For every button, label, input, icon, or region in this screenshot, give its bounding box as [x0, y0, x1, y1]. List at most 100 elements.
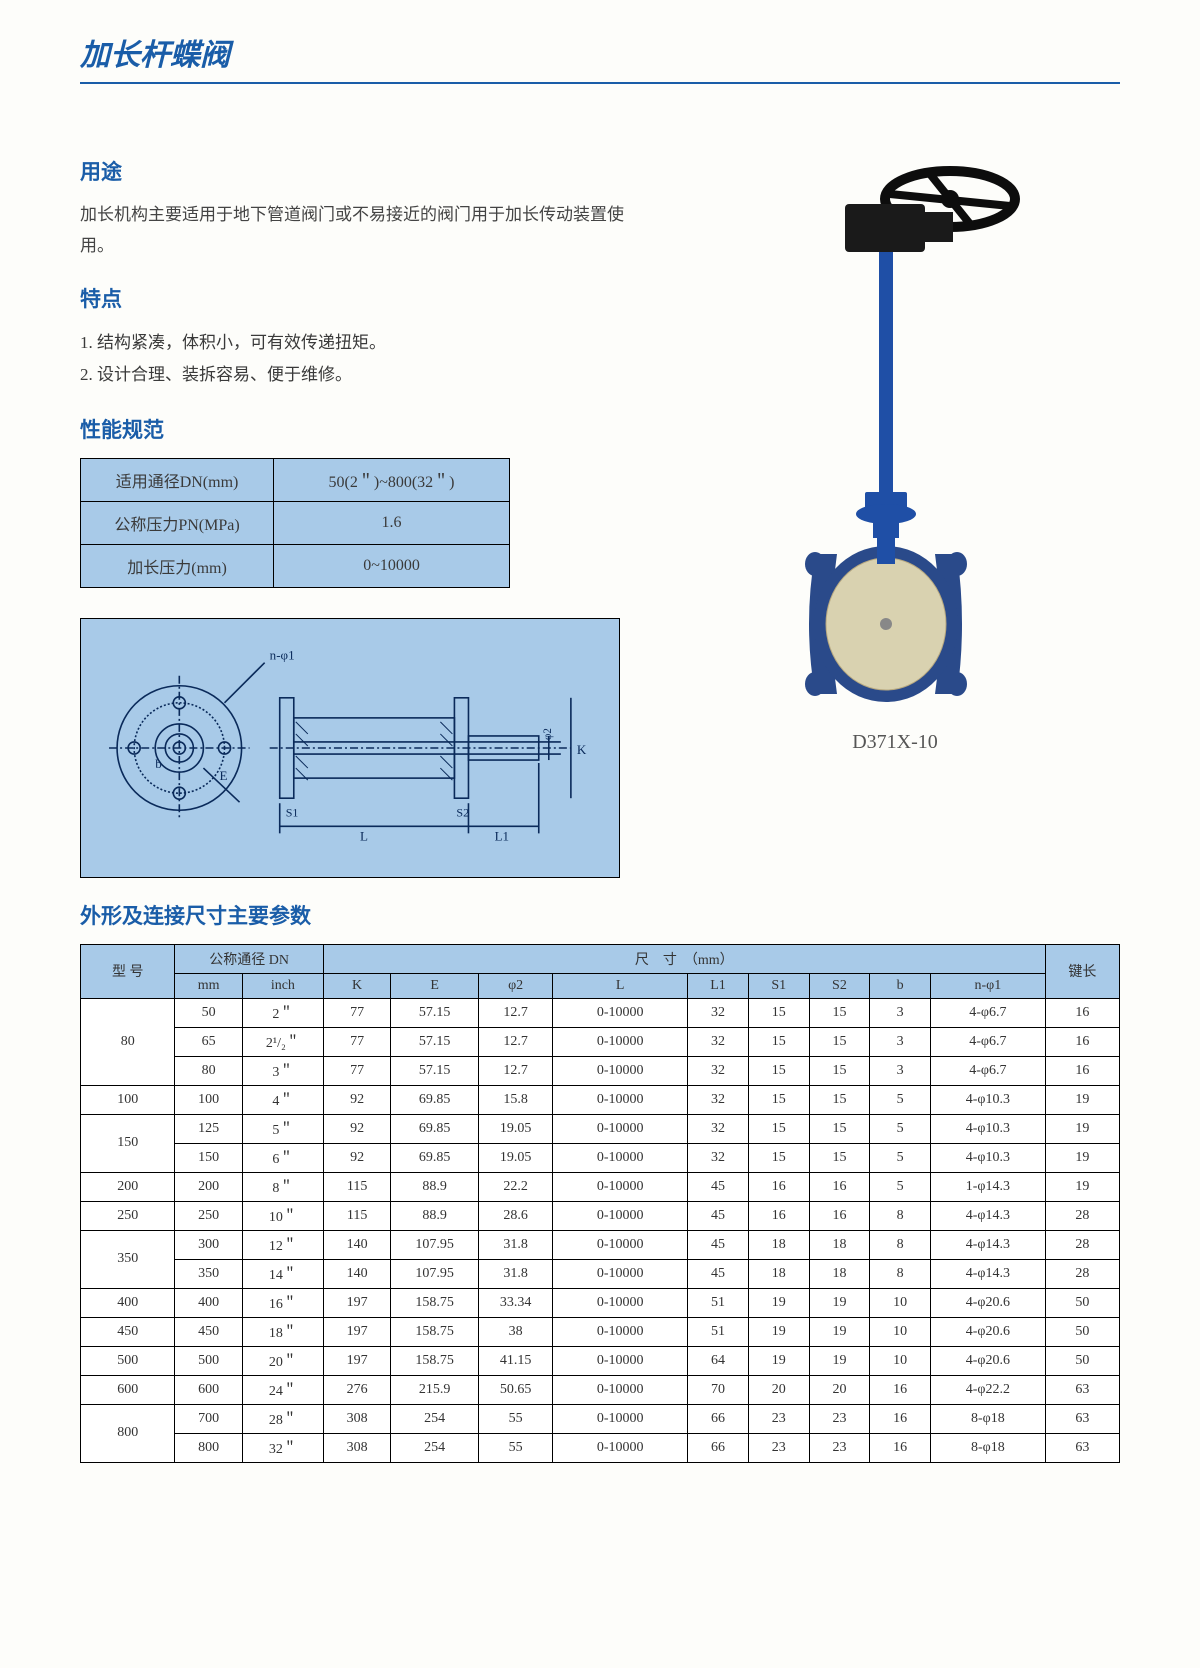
col-L1: L1	[688, 973, 749, 998]
cell: 16	[809, 1172, 870, 1201]
cell: 2¹/₂＂	[242, 1027, 323, 1056]
cell: 450	[175, 1317, 242, 1346]
col-size: 尺 寸 （mm）	[323, 944, 1045, 973]
cell: 57.15	[391, 1056, 479, 1085]
cell: 115	[323, 1201, 390, 1230]
feature-item: 结构紧凑，体积小，可有效传递扭矩。	[80, 327, 640, 359]
table-row: 40040016＂197158.7533.340-10000511919104-…	[81, 1288, 1120, 1317]
page-title: 加长杆蝶阀	[80, 30, 1120, 84]
cell: 28	[1045, 1201, 1119, 1230]
table-row: 1506＂9269.8519.050-1000032151554-φ10.319	[81, 1143, 1120, 1172]
svg-text:S2: S2	[456, 805, 469, 819]
cell: 32＂	[242, 1433, 323, 1462]
cell: 20	[748, 1375, 809, 1404]
cell: 0-10000	[553, 1085, 688, 1114]
cell: 88.9	[391, 1201, 479, 1230]
col-mm: mm	[175, 973, 242, 998]
cell: 16	[870, 1404, 931, 1433]
cell: 107.95	[391, 1259, 479, 1288]
cell: 5	[870, 1114, 931, 1143]
table-row: 35014＂140107.9531.80-1000045181884-φ14.3…	[81, 1259, 1120, 1288]
cell: 197	[323, 1346, 390, 1375]
cell: 19.05	[479, 1114, 553, 1143]
cell: 15	[748, 1114, 809, 1143]
cell: 254	[391, 1433, 479, 1462]
cell: 18	[748, 1230, 809, 1259]
cell: 19	[748, 1317, 809, 1346]
cell: 92	[323, 1143, 390, 1172]
cell: 4-φ20.6	[931, 1346, 1046, 1375]
cell: 45	[688, 1201, 749, 1230]
cell: 18	[809, 1259, 870, 1288]
cell: 45	[688, 1172, 749, 1201]
cell: 308	[323, 1433, 390, 1462]
cell: 32	[688, 1114, 749, 1143]
cell: 158.75	[391, 1346, 479, 1375]
cell: 20＂	[242, 1346, 323, 1375]
cell: 28	[1045, 1230, 1119, 1259]
cell: 600	[175, 1375, 242, 1404]
col-L: L	[553, 973, 688, 998]
cell: 5	[870, 1143, 931, 1172]
cell: 12.7	[479, 1027, 553, 1056]
cell: 18＂	[242, 1317, 323, 1346]
feature-list: 结构紧凑，体积小，可有效传递扭矩。设计合理、装拆容易、便于维修。	[80, 327, 640, 392]
cell: 50.65	[479, 1375, 553, 1404]
cell: 18	[748, 1259, 809, 1288]
cell: 41.15	[479, 1346, 553, 1375]
gearbox-icon	[845, 204, 925, 252]
product-image-column: D371X-10	[670, 134, 1120, 878]
table-row: 80070028＂308254550-10000662323168-φ1863	[81, 1404, 1120, 1433]
cell: 14＂	[242, 1259, 323, 1288]
svg-text:L1: L1	[495, 828, 510, 843]
cell: 197	[323, 1317, 390, 1346]
cell: 10＂	[242, 1201, 323, 1230]
cell: 12＂	[242, 1230, 323, 1259]
cell: 31.8	[479, 1259, 553, 1288]
cell-model: 150	[81, 1114, 175, 1172]
cell: 19	[809, 1346, 870, 1375]
cell: 70	[688, 1375, 749, 1404]
cell: 0-10000	[553, 1172, 688, 1201]
col-keylen: 键长	[1045, 944, 1119, 998]
table-row: 45045018＂197158.75380-10000511919104-φ20…	[81, 1317, 1120, 1346]
cell: 0-10000	[553, 998, 688, 1027]
product-model-label: D371X-10	[670, 731, 1120, 754]
table-row: 25025010＂11588.928.60-1000045161684-φ14.…	[81, 1201, 1120, 1230]
cell: 28	[1045, 1259, 1119, 1288]
spec-value: 1.6	[274, 501, 510, 544]
cell: 28＂	[242, 1404, 323, 1433]
cell: 10	[870, 1317, 931, 1346]
cell: 88.9	[391, 1172, 479, 1201]
cell: 33.34	[479, 1288, 553, 1317]
cell: 4-φ20.6	[931, 1288, 1046, 1317]
cell: 5	[870, 1172, 931, 1201]
cell: 50	[1045, 1317, 1119, 1346]
cell: 19	[1045, 1172, 1119, 1201]
table-row: 35030012＂140107.9531.80-1000045181884-φ1…	[81, 1230, 1120, 1259]
cell: 24＂	[242, 1375, 323, 1404]
cell: 10	[870, 1346, 931, 1375]
cell: 16	[748, 1201, 809, 1230]
cell: 0-10000	[553, 1143, 688, 1172]
cell: 50	[1045, 1346, 1119, 1375]
cell: 23	[809, 1404, 870, 1433]
cell: 0-10000	[553, 1346, 688, 1375]
cell: 700	[175, 1404, 242, 1433]
cell: 15	[809, 1056, 870, 1085]
cell: 15	[748, 1027, 809, 1056]
cell: 250	[175, 1201, 242, 1230]
cell: 0-10000	[553, 1027, 688, 1056]
cell: 0-10000	[553, 1317, 688, 1346]
cell: 5＂	[242, 1114, 323, 1143]
cell: 32	[688, 1056, 749, 1085]
cell-model: 100	[81, 1085, 175, 1114]
cell: 254	[391, 1404, 479, 1433]
cell: 63	[1045, 1404, 1119, 1433]
upper-section: 用途 加长机构主要适用于地下管道阀门或不易接近的阀门用于加长传动装置使用。 特点…	[80, 134, 1120, 878]
cell: 3＂	[242, 1056, 323, 1085]
cell: 10	[870, 1288, 931, 1317]
col-b: b	[870, 973, 931, 998]
cell: 65	[175, 1027, 242, 1056]
cell: 16＂	[242, 1288, 323, 1317]
